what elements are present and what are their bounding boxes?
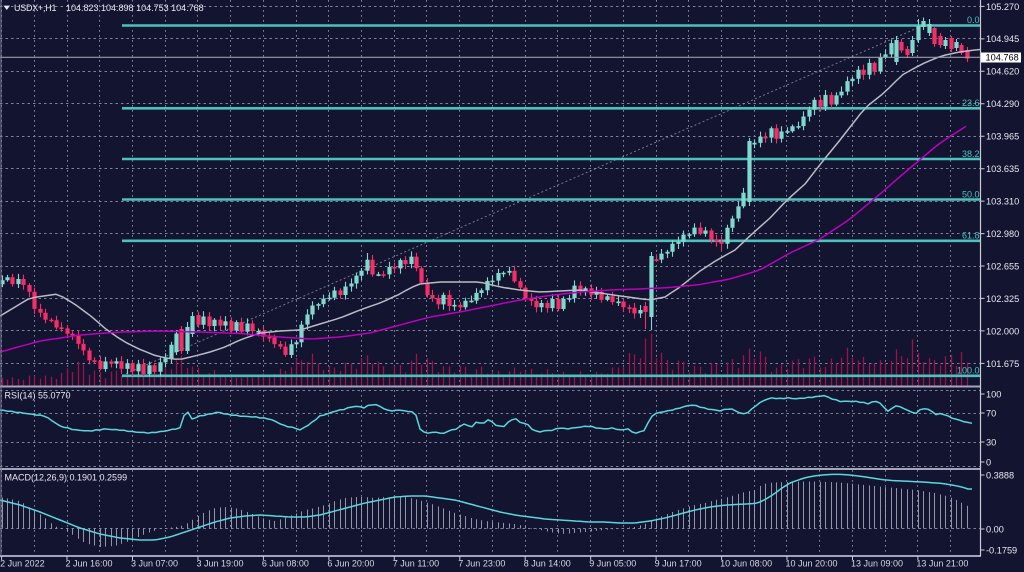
svg-text:2 Jun 2022: 2 Jun 2022 [0,559,45,569]
svg-text:102.980: 102.980 [986,229,1019,239]
svg-text:7 Jun 23:00: 7 Jun 23:00 [458,559,505,569]
svg-text:100.0: 100.0 [957,366,980,376]
svg-text:10 Jun 08:00: 10 Jun 08:00 [720,559,772,569]
svg-text:100: 100 [986,389,1001,399]
svg-text:0: 0 [986,457,991,467]
svg-text:103.635: 103.635 [986,164,1019,174]
svg-text:104.620: 104.620 [986,67,1019,77]
svg-text:13 Jun 21:00: 13 Jun 21:00 [916,559,968,569]
svg-text:RSI(14) 55.0770: RSI(14) 55.0770 [5,390,71,400]
svg-text:102.655: 102.655 [986,261,1019,271]
svg-text:38.2: 38.2 [962,149,980,159]
svg-text:8 Jun 14:00: 8 Jun 14:00 [524,559,571,569]
svg-text:70: 70 [986,408,996,418]
svg-text:101.675: 101.675 [986,359,1019,369]
svg-text:0.3888: 0.3888 [986,470,1014,480]
svg-text:103.310: 103.310 [986,197,1019,207]
svg-text:61.8: 61.8 [962,231,980,241]
svg-text:104.768: 104.768 [986,53,1019,63]
svg-text:105.270: 105.270 [986,2,1019,12]
svg-text:0.0: 0.0 [967,15,980,25]
svg-text:30: 30 [986,437,996,447]
svg-text:6 Jun 08:00: 6 Jun 08:00 [262,559,309,569]
svg-text:104.823 104.898 104.753 104.76: 104.823 104.898 104.753 104.768 [66,3,204,13]
svg-text:103.965: 103.965 [986,132,1019,142]
svg-text:MACD(12,26,9) 0.1901 0.2599: MACD(12,26,9) 0.1901 0.2599 [5,473,128,483]
svg-text:102.000: 102.000 [986,326,1019,336]
svg-text:104.290: 104.290 [986,99,1019,109]
svg-text:2 Jun 16:00: 2 Jun 16:00 [66,559,113,569]
svg-text:-0.1759: -0.1759 [986,545,1017,555]
svg-text:USDX+,H1: USDX+,H1 [14,3,57,13]
svg-text:50.0: 50.0 [962,190,980,200]
svg-text:9 Jun 05:00: 9 Jun 05:00 [589,559,636,569]
svg-text:7 Jun 11:00: 7 Jun 11:00 [393,559,439,569]
svg-text:3 Jun 19:00: 3 Jun 19:00 [197,559,244,569]
svg-text:102.325: 102.325 [986,294,1019,304]
svg-text:3 Jun 07:00: 3 Jun 07:00 [131,559,178,569]
svg-text:13 Jun 09:00: 13 Jun 09:00 [851,559,903,569]
svg-text:9 Jun 17:00: 9 Jun 17:00 [655,559,702,569]
svg-text:0.00: 0.00 [986,524,1004,534]
svg-text:104.945: 104.945 [986,34,1019,44]
svg-text:6 Jun 20:00: 6 Jun 20:00 [327,559,374,569]
svg-text:23.6: 23.6 [962,98,980,108]
svg-text:10 Jun 20:00: 10 Jun 20:00 [786,559,838,569]
